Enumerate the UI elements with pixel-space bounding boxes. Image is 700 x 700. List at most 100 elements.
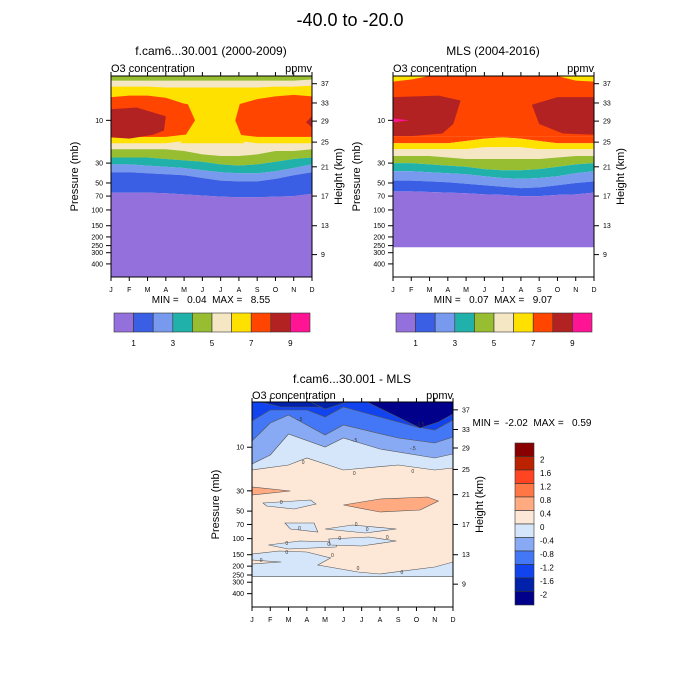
colorbar-swatch (514, 537, 535, 552)
panel-diff-frame (251, 401, 454, 608)
y-tick-label: 200 (373, 234, 385, 241)
x-tick-label: M (145, 287, 151, 294)
x-tick-label: A (163, 287, 168, 294)
colorbar-label: 1.2 (540, 483, 552, 492)
contour-label: 0 (280, 500, 283, 506)
colorbar-swatch (290, 312, 311, 333)
colorbar-swatch (514, 550, 535, 565)
y-tick-label: 200 (91, 234, 103, 241)
y-tick-label: 150 (91, 223, 103, 230)
contour-label: 0 (331, 553, 334, 559)
panel-model-colorbar: 1 3 5 7 9 (113, 312, 311, 348)
colorbar-swatch (454, 312, 475, 333)
contour-band-level-5 (393, 156, 594, 171)
y-right-tick-label: 25 (462, 467, 470, 474)
x-tick-label: S (396, 617, 401, 624)
y-tick-label: 70 (236, 522, 244, 529)
contour-band-neg-0.4-lower (252, 550, 453, 577)
panel-model-title: f.cam6...30.001 (2000-2009) (135, 44, 286, 58)
y-tick-label: 10 (236, 445, 244, 452)
colorbar-label: -0.8 (540, 550, 554, 559)
colorbar-swatch (514, 469, 535, 484)
colorbar-swatch (493, 312, 514, 333)
contour-label: 0 (366, 527, 369, 533)
colorbar-swatch (474, 312, 495, 333)
x-tick-label: J (483, 287, 487, 294)
panel-obs: MLS (2004-2016) O3 concentration ppmv J F… (351, 44, 627, 348)
colorbar-swatch (514, 456, 535, 471)
colorbar-swatch (231, 312, 252, 333)
y-tick-label: 250 (91, 243, 103, 250)
colorbar-label: 5 (492, 339, 497, 348)
y-right-tick-label: 13 (321, 223, 329, 230)
y-right-tick-label: 9 (603, 252, 607, 259)
contour-label: 0 (338, 536, 341, 542)
colorbar-swatch (514, 442, 535, 457)
panel-obs-colorbar: 1 3 5 7 9 (395, 312, 593, 348)
panel-obs-title: MLS (2004-2016) (446, 44, 539, 58)
y-axis-label-right: Height (km) (615, 148, 627, 205)
contour-band-neg-2.0-mid (310, 402, 348, 410)
contour-label: 0 (327, 542, 330, 548)
colorbar-swatch (113, 312, 134, 333)
x-tick-label: J (501, 287, 505, 294)
y-tick-label: 200 (232, 564, 244, 571)
contour-island-2 (284, 522, 319, 533)
y-tick-label: 100 (232, 536, 244, 543)
panel-model-frame (110, 75, 313, 278)
y-tick-label: 30 (377, 161, 385, 168)
contour-band-level-9-right (306, 116, 312, 128)
x-tick-label: A (237, 287, 242, 294)
colorbar-label: 5 (210, 339, 215, 348)
colorbar-swatch (514, 496, 535, 511)
contour-band-level-5-lower (111, 149, 312, 166)
colorbar-swatch (395, 312, 416, 333)
colorbar-swatch (513, 312, 534, 333)
colorbar-label: 7 (249, 339, 254, 348)
y-tick-label: 150 (232, 552, 244, 559)
colorbar-swatch (211, 312, 232, 333)
colorbar-swatch (415, 312, 436, 333)
y-right-tick-label: 37 (462, 407, 470, 414)
contour-band-level-8-lower (393, 136, 594, 144)
contour-island-3 (325, 524, 397, 534)
contour-label: 0 (298, 526, 301, 532)
x-tick-label: O (273, 287, 279, 294)
colorbar-swatch (514, 483, 535, 498)
y-tick-label: 300 (373, 250, 385, 257)
contour-label: 0 (411, 469, 414, 475)
panel-diff-left-string: O3 concentration (252, 390, 336, 402)
contour-label: -.5 (351, 438, 357, 444)
panel-diff-axes: J F M A M J J A S O N D1030507010015020025030040037… (210, 398, 486, 624)
y-tick-label: 250 (232, 572, 244, 579)
y-right-tick-label: 21 (462, 492, 470, 499)
x-tick-label: J (219, 287, 223, 294)
contour-label: 0 (400, 570, 403, 576)
contour-band-level-2 (393, 180, 594, 197)
colorbar-label: 0.4 (540, 510, 552, 519)
colorbar-label: 0 (540, 523, 545, 532)
panel-obs-frame (392, 75, 595, 278)
y-right-tick-label: 13 (462, 552, 470, 559)
contour-label: 0 (285, 550, 288, 556)
y-tick-label: 10 (377, 118, 385, 125)
contour-band-level-9-right (531, 97, 594, 135)
colorbar-swatch (552, 312, 573, 333)
colorbar-label: -0.4 (540, 537, 554, 546)
y-tick-label: 100 (91, 207, 103, 214)
contour-band-level-1 (393, 191, 594, 248)
y-right-tick-label: 25 (321, 140, 329, 147)
x-tick-label: A (445, 287, 450, 294)
x-tick-label: J (201, 287, 205, 294)
colorbar-swatch (172, 312, 193, 333)
y-tick-label: 10 (95, 118, 103, 125)
colorbar-swatch (250, 312, 272, 333)
contour-band-level-2 (111, 172, 312, 198)
y-tick-label: 70 (377, 194, 385, 201)
x-tick-label: J (360, 617, 364, 624)
colorbar-label: 9 (288, 339, 293, 348)
y-tick-label: 50 (377, 180, 385, 187)
